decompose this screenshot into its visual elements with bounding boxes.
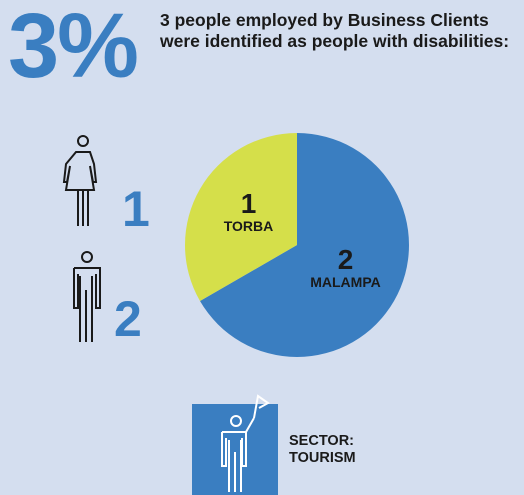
female-count: 1 bbox=[122, 181, 150, 237]
sector-value: TOURISM bbox=[289, 450, 356, 466]
slice-label: TORBA bbox=[224, 218, 274, 234]
pie-slice bbox=[184, 133, 297, 301]
headline: 3 people employed by Business Clients we… bbox=[160, 10, 510, 51]
female-icon bbox=[62, 135, 98, 226]
sector-label: SECTOR: bbox=[289, 433, 354, 449]
slice-value: 1 bbox=[241, 188, 257, 219]
percent: 3% bbox=[8, 0, 139, 97]
slice-value: 2 bbox=[338, 244, 354, 275]
pie-slice bbox=[200, 133, 409, 357]
male-icon bbox=[73, 251, 101, 342]
slice-label: MALAMPA bbox=[310, 274, 381, 290]
male-count: 2 bbox=[114, 291, 142, 347]
tourist-icon bbox=[221, 394, 270, 492]
sector: SECTOR: TOURISM bbox=[289, 433, 356, 467]
